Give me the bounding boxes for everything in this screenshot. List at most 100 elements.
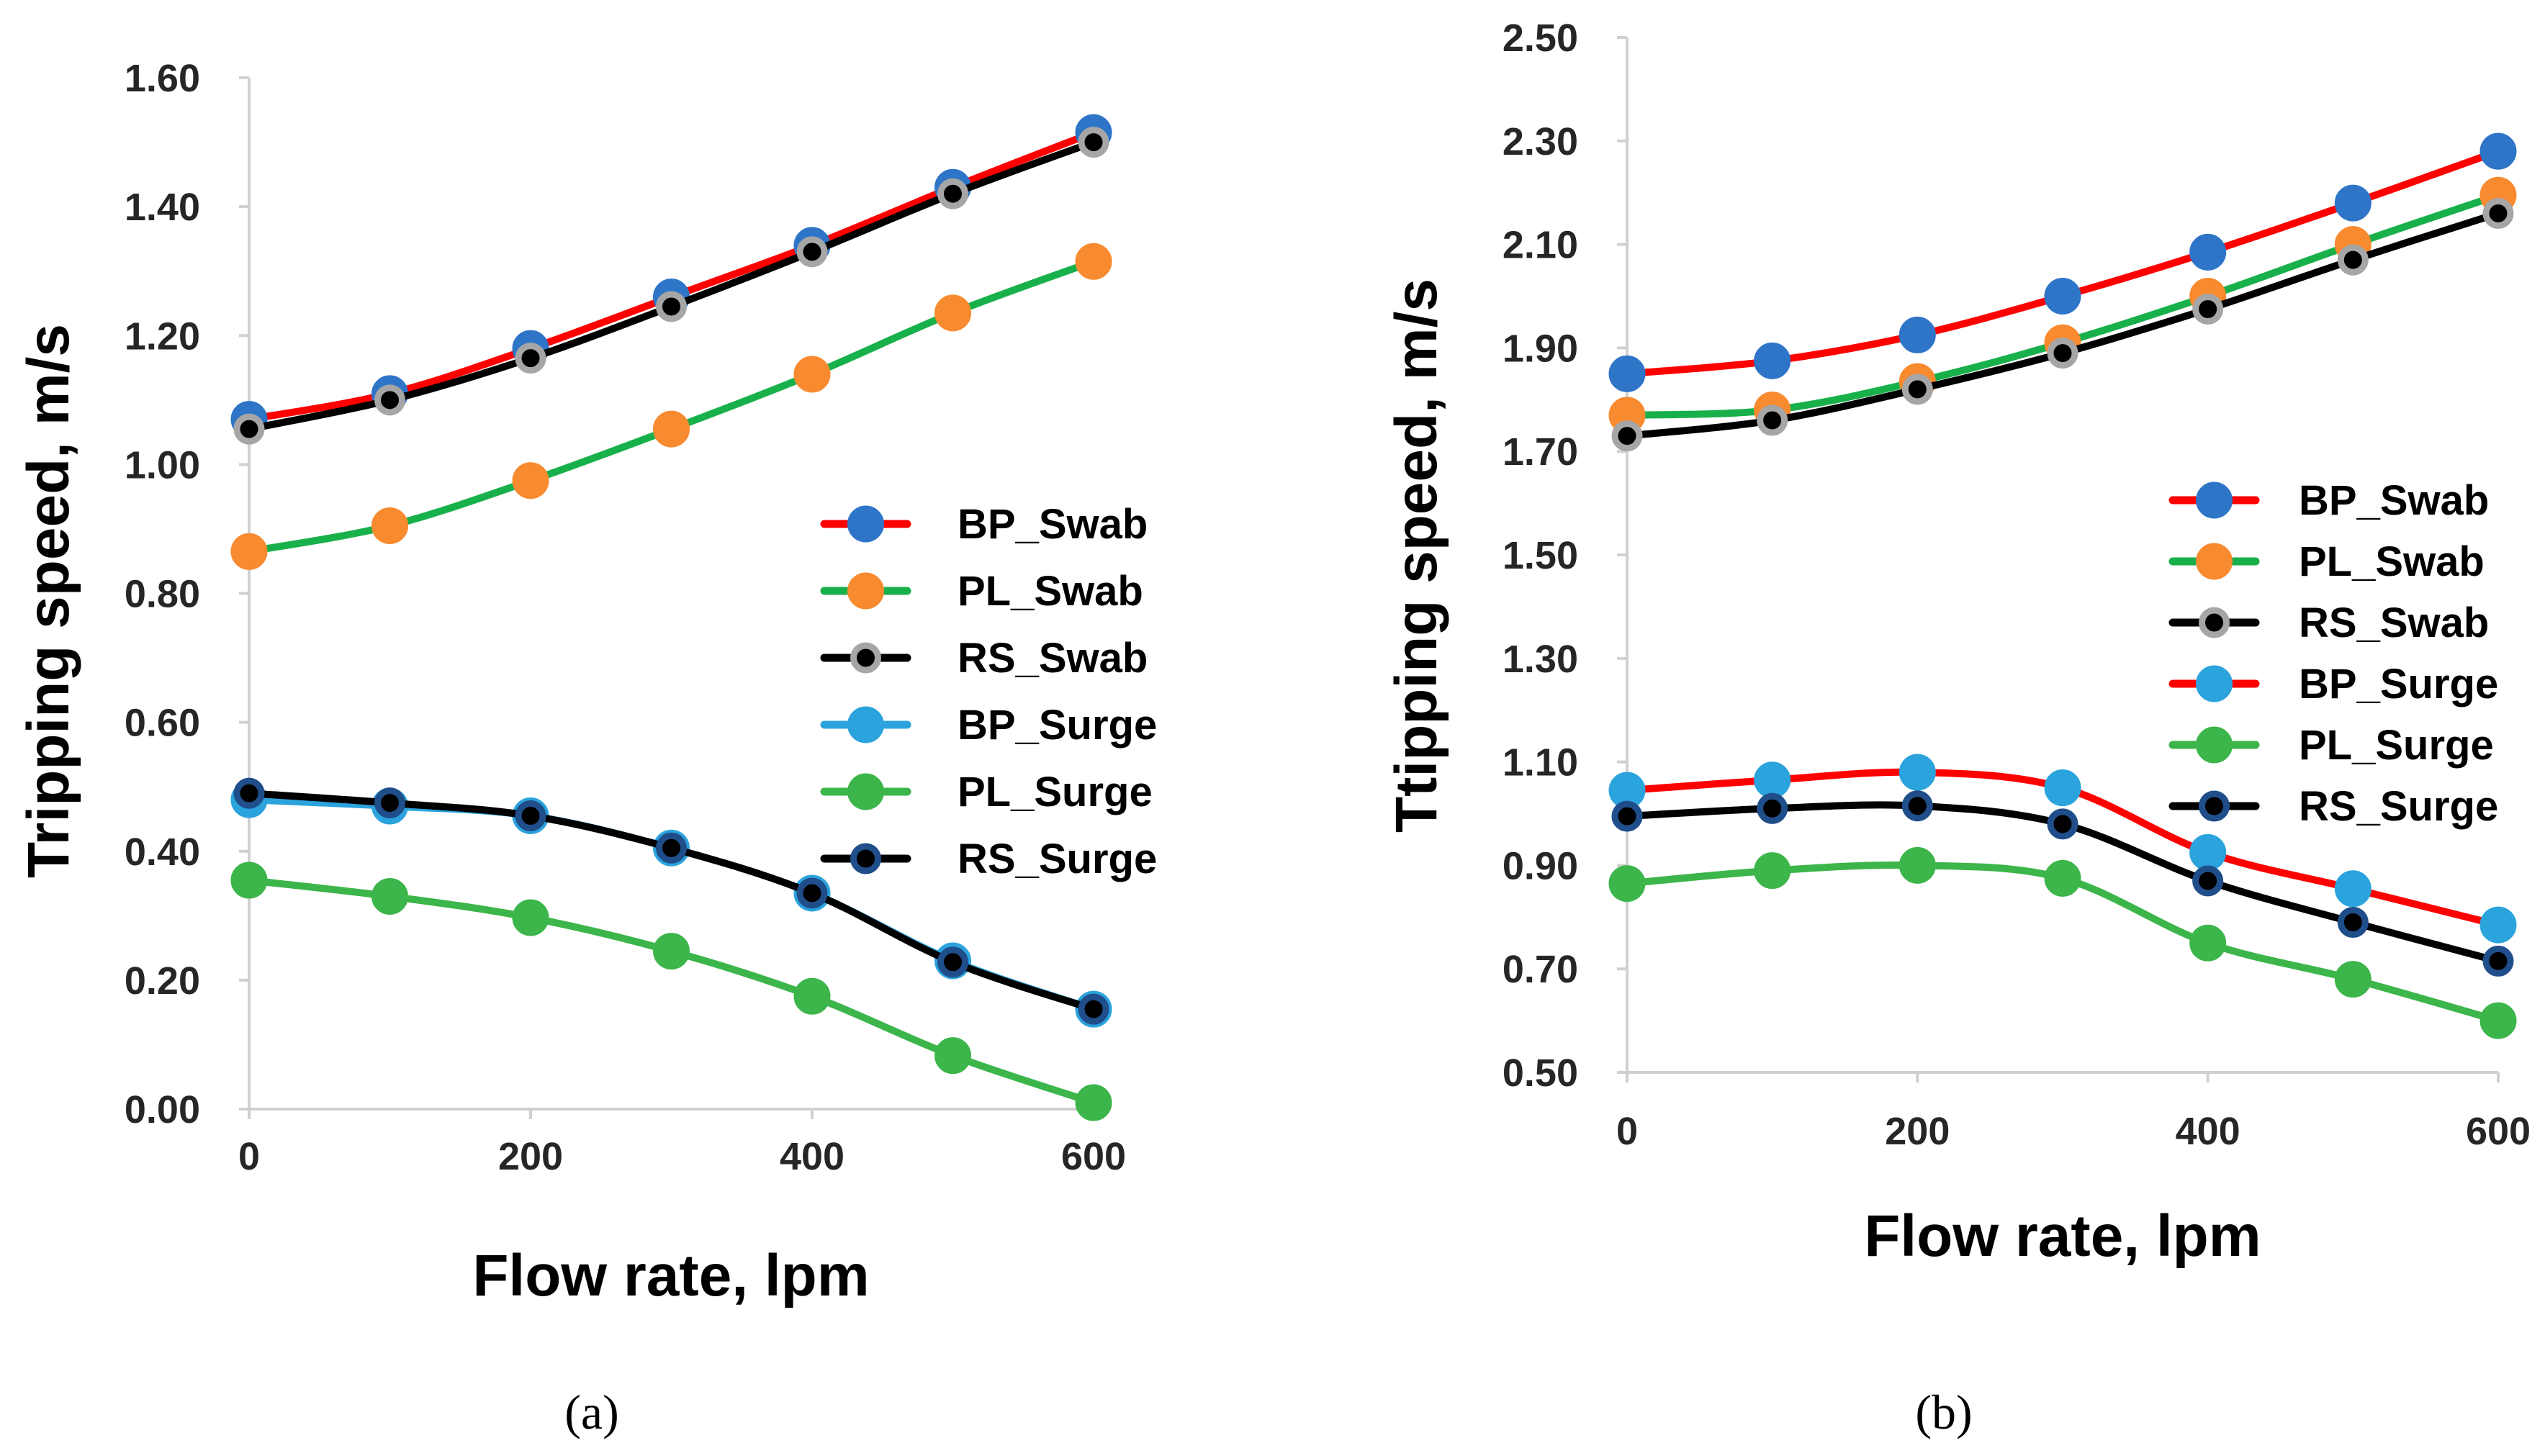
series-BP_Swab — [230, 114, 1112, 438]
data-point — [1757, 792, 1788, 824]
legend-label: BP_Surge — [958, 702, 1157, 749]
legend-marker — [847, 773, 884, 810]
series-RS_Swab — [1611, 197, 2514, 452]
data-point — [2479, 1002, 2517, 1039]
legend-marker — [2196, 543, 2233, 580]
data-point — [796, 877, 828, 909]
legend-marker — [2196, 481, 2233, 519]
y-tick-label: 2.50 — [1503, 17, 1578, 60]
legend-item: BP_Swab — [820, 501, 1148, 548]
legend-marker — [850, 843, 881, 874]
series-line — [246, 877, 1097, 1106]
x-tick-label: 0 — [1616, 1110, 1638, 1153]
data-point — [1898, 846, 1936, 884]
data-point — [2334, 184, 2371, 222]
legend-item: BP_Surge — [2168, 661, 2498, 707]
legend-marker — [2196, 726, 2233, 764]
data-point — [937, 178, 968, 209]
series-BP_Swab — [1608, 132, 2517, 392]
chart-panel-a: 0.00 0.20 0.40 0.60 0.80 1.00 1.20 1.40 1.60 0 200… — [16, 57, 1157, 1439]
data-point — [2482, 945, 2514, 977]
y-tick-label: 1.90 — [1503, 327, 1578, 370]
y-tick-label: 2.30 — [1503, 120, 1578, 163]
data-point — [2044, 278, 2081, 315]
data-point — [653, 933, 690, 970]
series-PL_Swab — [230, 243, 1112, 570]
data-point — [2189, 833, 2227, 871]
legend-item: RS_Surge — [2168, 783, 2498, 830]
data-point — [515, 343, 546, 374]
series-RS_Surge — [233, 777, 1109, 1025]
data-point — [2479, 906, 2517, 944]
data-point — [2044, 769, 2081, 807]
legend-label: RS_Swab — [2299, 600, 2489, 646]
data-point — [1075, 1084, 1112, 1121]
data-point — [1611, 800, 1643, 832]
legend-item: PL_Surge — [2168, 722, 2494, 769]
y-tick-label: 1.40 — [125, 186, 200, 229]
data-point — [1075, 243, 1112, 280]
panel-caption: (b) — [1915, 1385, 1972, 1439]
y-tick-label: 1.50 — [1503, 534, 1578, 577]
y-tick-label: 1.70 — [1503, 430, 1578, 474]
legend-marker — [2199, 790, 2230, 822]
legend: BP_Swab PL_Swab RS_Swab BP_Surge PL_Surge RS_… — [2168, 477, 2498, 830]
legend-label: BP_Swab — [2299, 477, 2489, 524]
legend-label: BP_Surge — [2299, 661, 2498, 707]
legend-marker — [847, 505, 884, 543]
data-point — [515, 800, 546, 831]
data-point — [796, 236, 828, 268]
y-tick-label: 0.90 — [1503, 844, 1578, 887]
y-axis-title: Tripping speed, m/s — [16, 324, 81, 878]
legend-label: PL_Swab — [958, 568, 1143, 615]
legend-marker — [847, 572, 884, 610]
series-PL_Surge — [1608, 846, 2517, 1039]
y-tick-label: 1.30 — [1503, 638, 1578, 681]
legend-label: RS_Surge — [958, 836, 1157, 882]
legend-label: RS_Swab — [958, 635, 1148, 682]
y-tick-label: 0.00 — [125, 1088, 200, 1131]
data-point — [2479, 132, 2517, 170]
y-tick-label: 1.20 — [125, 315, 200, 358]
y-tick-label: 0.70 — [1503, 948, 1578, 991]
legend: BP_Swab PL_Swab RS_Swab BP_Surge PL_Surge RS_… — [820, 501, 1157, 882]
data-point — [2192, 293, 2224, 325]
legend-marker — [850, 642, 881, 674]
legend-marker — [2199, 607, 2230, 638]
legend-item: RS_Swab — [820, 635, 1148, 682]
x-axis-title: Flow rate, lpm — [1864, 1203, 2261, 1269]
legend-label: PL_Surge — [958, 769, 1153, 815]
data-point — [230, 862, 268, 899]
data-point — [1754, 852, 1791, 890]
legend-marker — [2196, 665, 2233, 702]
y-tick-label: 0.50 — [1503, 1052, 1578, 1095]
data-point — [2334, 870, 2371, 908]
data-point — [512, 899, 549, 936]
data-point — [2482, 197, 2514, 229]
legend-item: PL_Surge — [820, 769, 1153, 815]
data-point — [1078, 127, 1109, 158]
data-point — [230, 533, 268, 570]
legend-marker — [847, 706, 884, 743]
data-point — [371, 507, 408, 544]
legend-label: PL_Surge — [2299, 722, 2494, 769]
legend-label: RS_Surge — [2299, 783, 2498, 830]
data-point — [656, 291, 687, 322]
series-BP_Surge — [1608, 754, 2517, 944]
data-point — [1611, 420, 1643, 452]
y-axis-title: Ttipping speed, m/s — [1384, 279, 1449, 833]
data-point — [233, 413, 265, 445]
data-point — [1754, 761, 1791, 799]
legend-item: PL_Swab — [2168, 538, 2485, 585]
y-tick-label: 0.20 — [125, 959, 200, 1003]
data-point — [233, 777, 265, 809]
data-point — [374, 787, 405, 819]
data-point — [1078, 993, 1109, 1025]
data-point — [1608, 865, 1646, 903]
panel-caption: (a) — [564, 1385, 618, 1439]
data-point — [2189, 233, 2227, 271]
x-tick-label: 0 — [238, 1135, 260, 1178]
data-point — [2044, 859, 2081, 897]
y-tick-label: 0.40 — [125, 831, 200, 874]
